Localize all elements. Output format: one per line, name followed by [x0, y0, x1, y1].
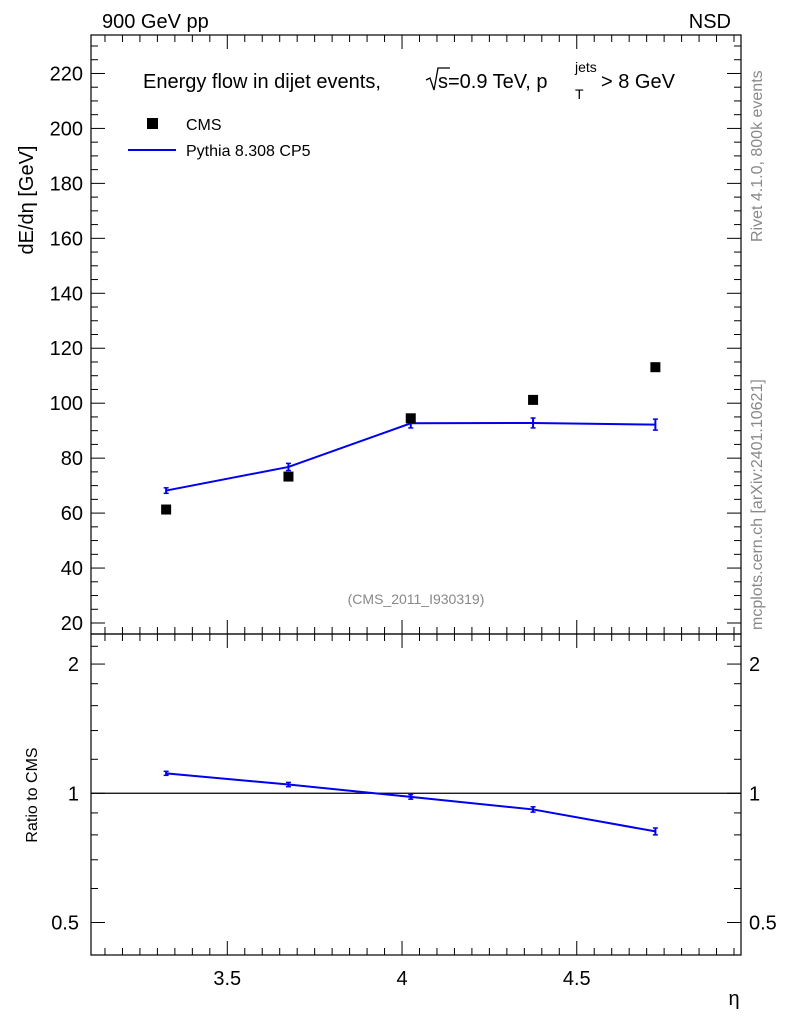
- ratio-y-tick-label: 0.5: [51, 912, 79, 934]
- ratio-x-ticks: 3.5 4 4.5: [104, 634, 735, 990]
- y-tick-label: 140: [50, 283, 83, 305]
- sqrt-symbol: [425, 67, 450, 91]
- legend-pythia-label: Pythia 8.308 CP5: [186, 143, 311, 160]
- ratio-y-label: Ratio to CMS: [24, 747, 41, 842]
- y-tick-label: 200: [50, 118, 83, 140]
- legend-cms-marker: [147, 118, 158, 129]
- rivet-info: Rivet 4.1.0, 800k events: [749, 70, 766, 242]
- chart-title: Energy flow in dijet events,: [143, 71, 381, 93]
- title-prefix: Energy flow in dijet events,: [143, 71, 381, 93]
- y-tick-label: 160: [50, 228, 83, 250]
- header-left: 900 GeV pp: [102, 11, 209, 33]
- cms-data-point: [528, 394, 539, 405]
- main-x-ticks: [104, 35, 735, 634]
- y-tick-label: 180: [50, 173, 83, 195]
- title-energy: s=0.9 TeV, p: [438, 71, 548, 93]
- cms-data-point: [283, 471, 294, 482]
- legend: CMS Pythia 8.308 CP5: [128, 117, 311, 160]
- title-sqrt-s: s: [438, 71, 448, 93]
- y-tick-label: 100: [50, 393, 83, 415]
- title-energy-text: =0.9 TeV, p: [448, 71, 548, 93]
- pythia-line: [165, 421, 656, 492]
- ratio-y-tick-label: 1: [68, 783, 79, 805]
- ratio-y-ticks: 0.5 0.5 1 1 2 2: [51, 645, 777, 934]
- ratio-series: [91, 770, 741, 836]
- main-y-ticks: 20 40 60 80 100 120 140 160 180 200 220: [50, 45, 741, 635]
- main-panel: 20 40 60 80 100 120 140 160 180 200 220: [50, 34, 742, 635]
- y-tick-label: 120: [50, 338, 83, 360]
- main-series: [161, 362, 661, 515]
- x-tick-label: 4.5: [563, 968, 591, 990]
- legend-cms-label: CMS: [186, 117, 222, 134]
- header-right: NSD: [689, 11, 731, 33]
- x-tick-label: 3.5: [213, 968, 241, 990]
- y-tick-label: 80: [61, 448, 83, 470]
- ratio-y-tick-label-right: 1: [749, 783, 760, 805]
- mcplots-credit: mcplots.cern.ch [arXiv:2401.10621]: [749, 379, 766, 630]
- ratio-y-tick-label-right: 0.5: [749, 912, 777, 934]
- x-tick-label: 4: [396, 968, 407, 990]
- cms-data-point: [161, 504, 172, 515]
- analysis-watermark: (CMS_2011_I930319): [348, 591, 485, 607]
- ratio-y-tick-label: 2: [68, 654, 79, 676]
- ratio-frame: [90, 633, 742, 956]
- ratio-panel: 3.5 4 4.5 0.5 0.5 1 1 2 2: [51, 633, 777, 990]
- y-tick-label: 60: [61, 503, 83, 525]
- cms-data-point: [650, 362, 661, 373]
- y-tick-label: 20: [61, 613, 83, 635]
- cms-data-point: [405, 413, 416, 424]
- y-tick-label: 40: [61, 558, 83, 580]
- title-subscript: T: [575, 86, 584, 102]
- title-superscript: jets: [574, 59, 597, 75]
- ratio-y-tick-label-right: 2: [749, 654, 760, 676]
- main-y-label: dE/dη [GeV]: [16, 146, 38, 255]
- title-suffix: > 8 GeV: [601, 71, 676, 93]
- y-tick-label: 220: [50, 63, 83, 85]
- x-axis-label: η: [728, 988, 739, 1010]
- ratio-pythia-line: [166, 772, 656, 833]
